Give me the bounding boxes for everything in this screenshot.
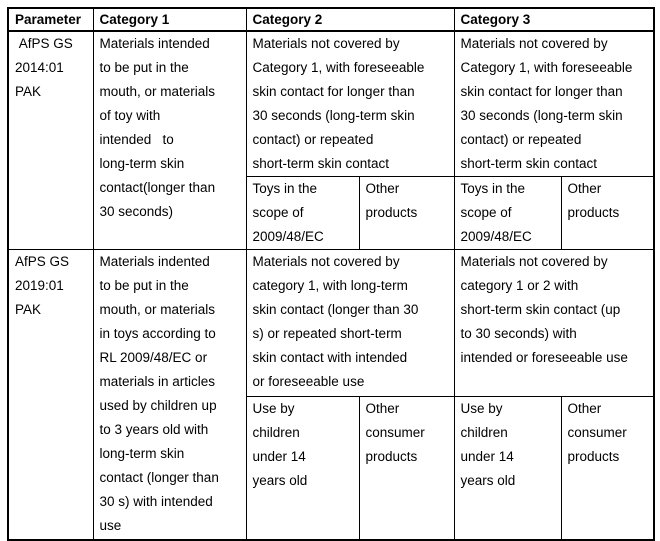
cell-2014-category3-other: Other products [560, 176, 655, 250]
pak-categories-table: Parameter Category 1 Category 2 Category… [7, 7, 655, 541]
header-parameter: Parameter [7, 7, 94, 32]
cell-2019-category2-description: Materials not covered by category 1, wit… [245, 249, 455, 397]
cell-parameter-2019: AfPS GS 2019:01 PAK [7, 249, 94, 541]
cell-2014-category2-description: Materials not covered by Category 1, wit… [245, 30, 455, 177]
cell-2019-category3-description: Materials not covered by category 1 or 2… [453, 249, 655, 397]
table-row-afps-2014-main: AfPS GS 2014:01 PAK Materials intended t… [7, 30, 655, 250]
cell-2019-category3-other: Other consumer products [560, 396, 655, 541]
cell-2014-category2-other: Other products [358, 176, 455, 250]
cell-2014-category3-description: Materials not covered by Category 1, wit… [453, 30, 655, 177]
cell-2014-category3-toys: Toys in the scope of 2009/48/EC [453, 176, 562, 250]
cell-2014-category1: Materials intended to be put in the mout… [92, 30, 247, 250]
table-row-afps-2019-sub: Use by children under 14 years old Other… [8, 396, 655, 541]
header-category-1: Category 1 [92, 7, 247, 32]
cell-2019-category2-other: Other consumer products [358, 396, 455, 541]
cell-2019-category3-children: Use by children under 14 years old [453, 396, 562, 541]
cell-2014-category2-toys: Toys in the scope of 2009/48/EC [245, 176, 360, 250]
cell-2019-category1: Materials indented to be put in the mout… [92, 249, 247, 541]
table-row-afps-2019-main: AfPS GS 2019:01 PAK Materials indented t… [7, 249, 655, 541]
cell-parameter-2014: AfPS GS 2014:01 PAK [7, 30, 94, 250]
header-category-3: Category 3 [453, 7, 655, 32]
header-row: Parameter Category 1 Category 2 Category… [7, 7, 655, 32]
header-category-2: Category 2 [245, 7, 455, 32]
cell-2019-category2-children: Use by children under 14 years old [245, 396, 360, 541]
